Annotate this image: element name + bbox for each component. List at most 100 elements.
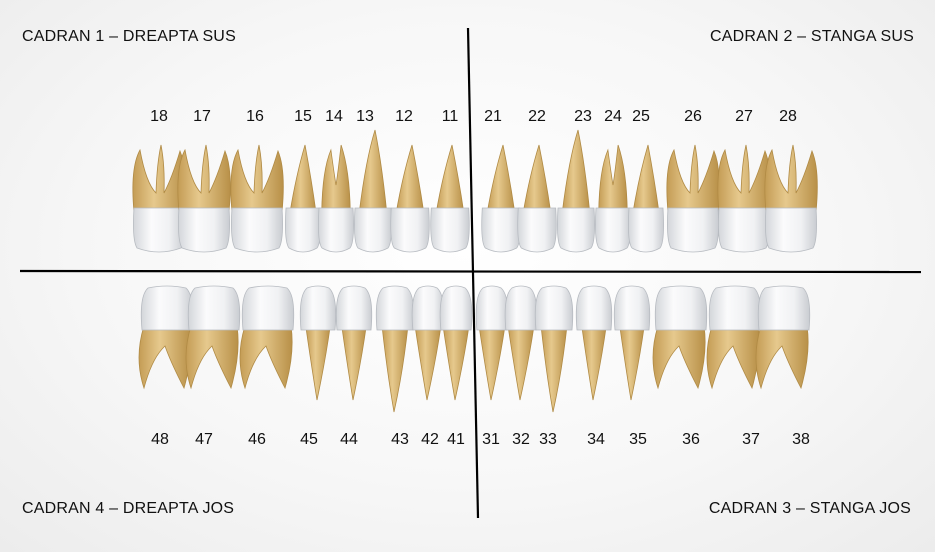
tooth-number-label: 28 — [779, 108, 797, 125]
crown — [475, 285, 509, 331]
tooth-38: 38 — [755, 285, 811, 448]
upper-arch: 18 17 16 15 14 13 12 11 21 22 23 24 25 26 27 28 — [132, 108, 818, 253]
horizontal-divider — [19, 269, 922, 274]
tooth-number-label: 11 — [442, 108, 459, 125]
tooth-34: 34 — [575, 285, 613, 448]
tooth-number-label: 16 — [246, 108, 264, 125]
tooth-number-label: 22 — [528, 108, 546, 125]
root — [632, 144, 660, 213]
tooth-47: 47 — [185, 285, 241, 448]
tooth-number-label: 18 — [150, 108, 168, 125]
tooth-33: 33 — [534, 285, 574, 448]
tooth-35: 35 — [613, 285, 651, 448]
tooth-42: 42 — [411, 285, 445, 448]
tooth-21: 21 — [481, 108, 521, 253]
tooth-number-label: 31 — [482, 431, 500, 448]
tooth-32: 32 — [504, 285, 538, 448]
root — [177, 144, 231, 213]
crown — [557, 207, 595, 253]
crown — [504, 285, 538, 331]
tooth-number-label: 43 — [391, 431, 409, 448]
quadrant-3-title: CADRAN 3 – STANGA JOS — [708, 500, 911, 517]
root — [755, 325, 809, 390]
crown — [375, 285, 415, 331]
tooth-41: 41 — [439, 285, 473, 448]
crown — [654, 285, 708, 331]
crown — [613, 285, 651, 331]
tooth-22: 22 — [517, 108, 557, 253]
tooth-24: 24 — [595, 108, 631, 253]
root — [230, 144, 284, 213]
tooth-number-label: 41 — [447, 431, 465, 448]
tooth-number-label: 15 — [294, 108, 312, 125]
tooth-43: 43 — [375, 285, 415, 448]
root — [522, 144, 552, 213]
tooth-45: 45 — [299, 285, 337, 448]
tooth-26: 26 — [666, 108, 720, 253]
crown — [439, 285, 473, 331]
tooth-number-label: 12 — [395, 108, 413, 125]
tooth-23: 23 — [557, 108, 595, 253]
tooth-15: 15 — [285, 108, 321, 253]
root — [764, 144, 818, 213]
tooth-17: 17 — [177, 108, 231, 253]
crown — [285, 207, 321, 253]
tooth-number-label: 32 — [512, 431, 530, 448]
crown — [187, 285, 241, 331]
tooth-number-label: 48 — [151, 431, 169, 448]
tooth-number-label: 34 — [587, 431, 605, 448]
tooth-number-label: 27 — [735, 108, 753, 125]
tooth-48: 48 — [138, 285, 194, 448]
root — [619, 325, 645, 401]
crown — [667, 207, 719, 253]
root — [138, 325, 192, 390]
root — [581, 325, 607, 401]
root — [289, 144, 317, 213]
tooth-13: 13 — [354, 108, 392, 253]
root — [341, 325, 367, 401]
crown — [299, 285, 337, 331]
quadrant-1-title: CADRAN 1 – DREAPTA SUS — [22, 28, 236, 45]
tooth-number-label: 44 — [340, 431, 358, 448]
crown — [133, 207, 185, 253]
root — [540, 325, 568, 413]
root — [478, 325, 506, 401]
tooth-number-label: 26 — [684, 108, 702, 125]
tooth-number-label: 45 — [300, 431, 318, 448]
tooth-number-label: 17 — [193, 108, 211, 125]
crown — [765, 207, 817, 253]
root — [666, 144, 720, 213]
tooth-number-label: 14 — [325, 108, 343, 125]
tooth-11: 11 — [430, 108, 470, 253]
tooth-number-label: 33 — [539, 431, 557, 448]
tooth-number-label: 13 — [356, 108, 374, 125]
crown — [517, 207, 557, 253]
root — [561, 129, 591, 213]
root — [435, 144, 465, 213]
quadrant-4-title: CADRAN 4 – DREAPTA JOS — [22, 500, 235, 517]
root — [706, 325, 760, 390]
crown — [481, 207, 521, 253]
crown — [318, 207, 354, 253]
root — [239, 325, 293, 390]
crown — [140, 285, 194, 331]
root — [507, 325, 535, 401]
tooth-number-label: 38 — [792, 431, 810, 448]
tooth-number-label: 23 — [574, 108, 592, 125]
root — [395, 144, 425, 213]
tooth-number-label: 21 — [484, 108, 502, 125]
tooth-36: 36 — [652, 285, 708, 448]
tooth-44: 44 — [335, 285, 373, 448]
crown — [335, 285, 373, 331]
crown — [178, 207, 230, 253]
crown — [575, 285, 613, 331]
quadrant-2-title: CADRAN 2 – STANGA SUS — [710, 28, 914, 45]
tooth-31: 31 — [475, 285, 509, 448]
root — [717, 144, 771, 213]
tooth-number-label: 46 — [248, 431, 266, 448]
root — [358, 129, 388, 213]
tooth-27: 27 — [717, 108, 771, 253]
tooth-25: 25 — [628, 108, 664, 253]
crown — [241, 285, 295, 331]
crown — [757, 285, 811, 331]
